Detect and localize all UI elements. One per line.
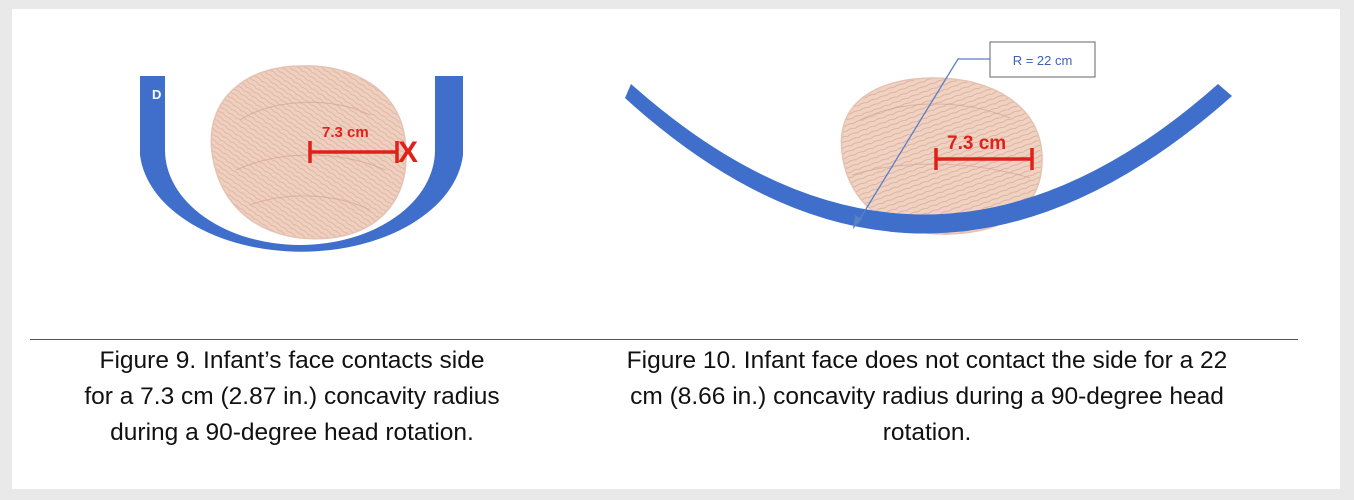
figure-9: D 7.3 cm X [140, 65, 463, 252]
figure-9-caption: Figure 9. Infant’s face contacts side fo… [36, 343, 548, 451]
measure-label-fig10: 7.3 cm [947, 133, 1006, 154]
radius-measure-fig9 [308, 141, 399, 163]
radius-measure-fig10 [934, 148, 1034, 170]
caption-line: rotation. [882, 419, 972, 446]
caption-line: Figure 9. Infant’s face contacts side [99, 347, 485, 374]
figure-10-caption: Figure 10. Infant face does not contact … [566, 343, 1288, 451]
corner-letter-d: D [152, 87, 161, 102]
contact-marker-x: X [398, 136, 418, 169]
measure-label-fig9: 7.3 cm [322, 124, 369, 141]
radius-callout-label: R = 22 cm [1013, 53, 1073, 68]
caption-line: during a 90-degree head rotation. [110, 419, 474, 446]
caption-line: cm (8.66 in.) concavity radius during a … [630, 383, 1224, 410]
concave-surface-fig10 [625, 84, 1232, 234]
radius-callout: R = 22 cm [853, 41, 1096, 229]
caption-line: Figure 10. Infant face does not contact … [626, 347, 1228, 374]
caption-divider [30, 339, 1298, 340]
caption-line: for a 7.3 cm (2.87 in.) concavity radius [84, 383, 500, 410]
figure-10: 7.3 cm R = 22 cm [625, 41, 1232, 235]
